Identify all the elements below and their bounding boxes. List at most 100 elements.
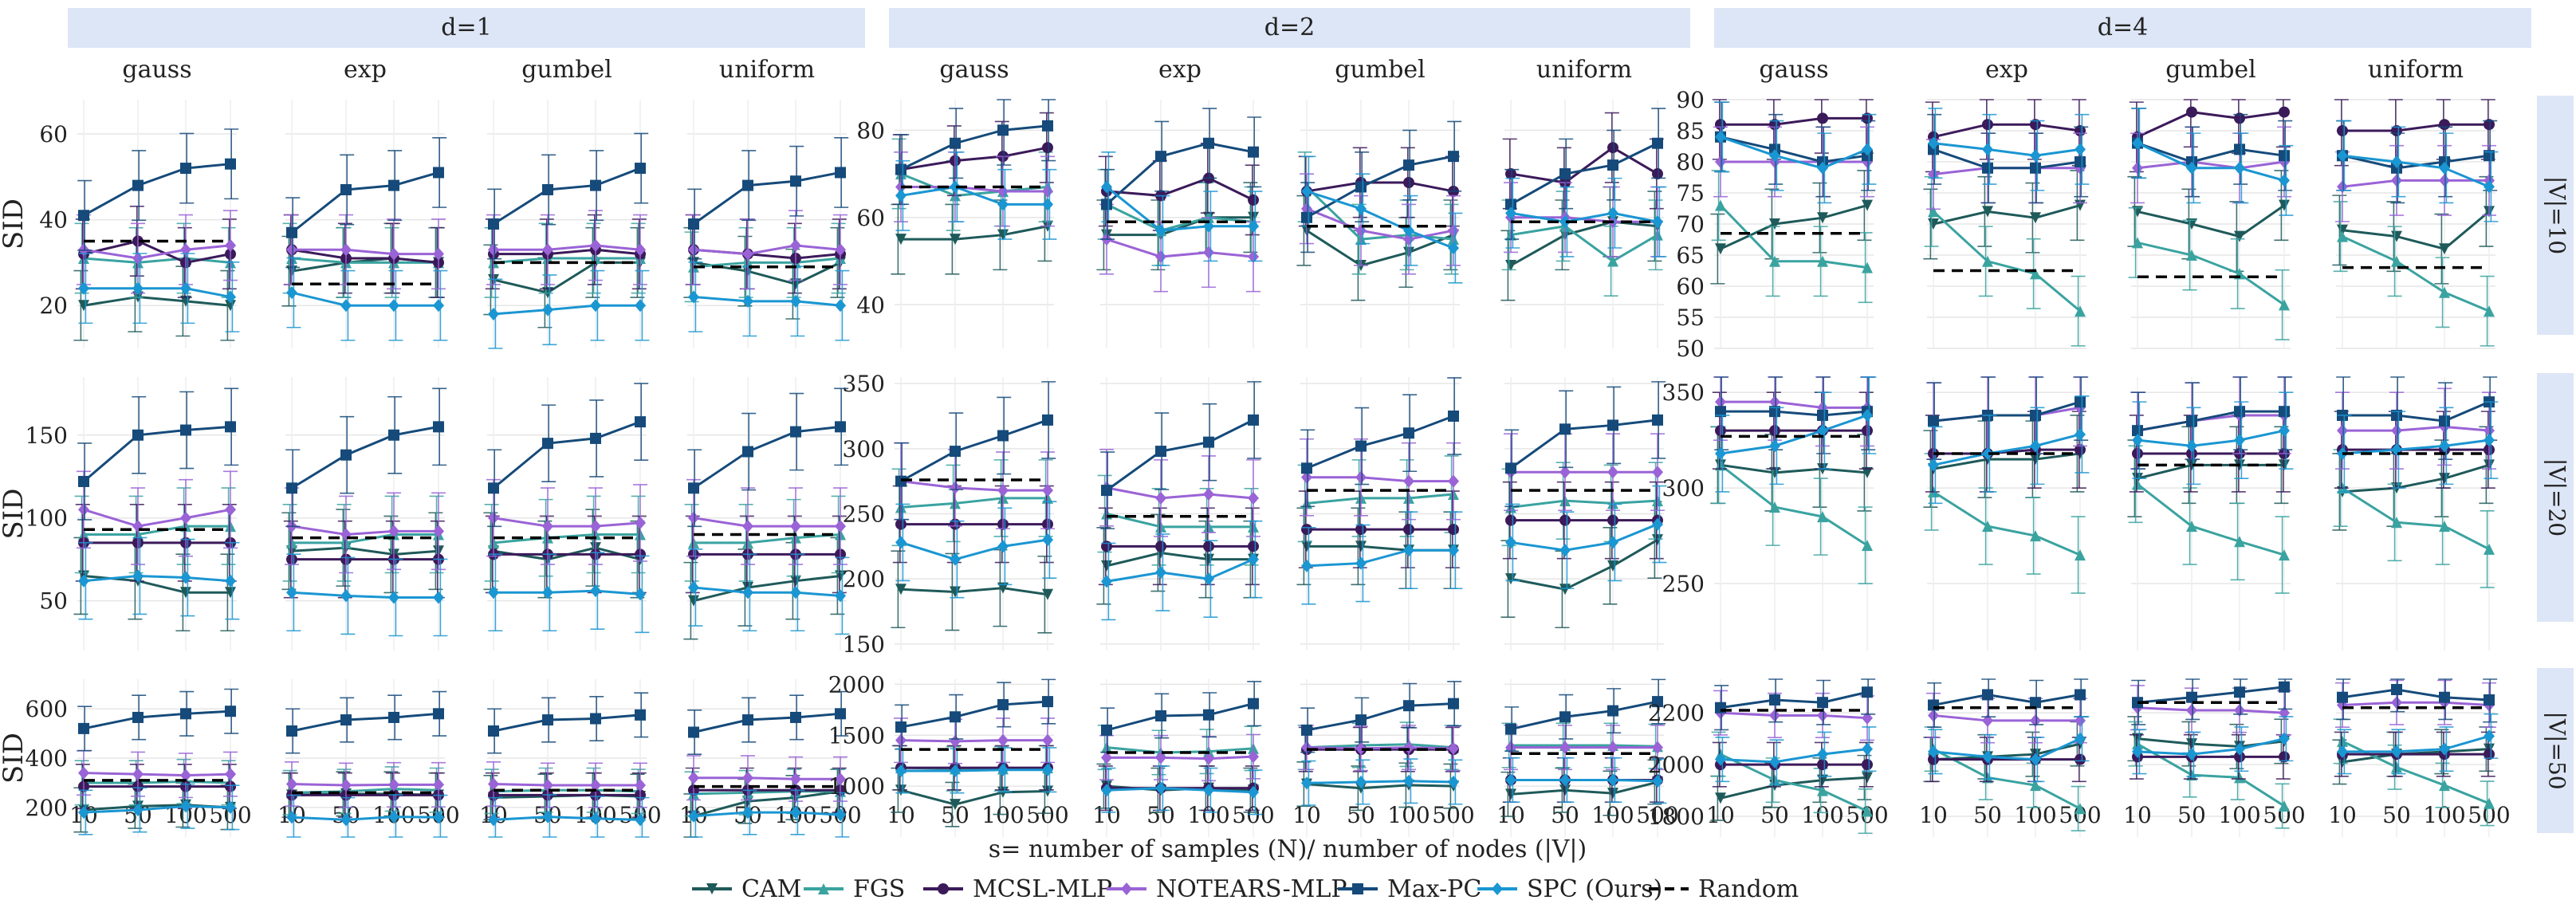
y-tick-label: 80 [1676, 149, 1705, 175]
data-point [1982, 162, 1993, 174]
data-point [1982, 772, 1993, 784]
data-point [2484, 180, 2495, 194]
series-NOTEARS [686, 755, 848, 802]
data-point [688, 726, 699, 738]
panel-gumbel-d2-row1 [1296, 377, 1463, 651]
data-point [950, 481, 961, 494]
data-point [997, 484, 1009, 497]
data-point [688, 581, 699, 595]
data-point [1101, 180, 1112, 194]
data-point [1817, 784, 1828, 796]
series-SPC [488, 794, 650, 838]
series-SPC [1101, 765, 1263, 816]
series-MCSL [2334, 411, 2495, 489]
data-point [1769, 255, 1780, 267]
data-point [2234, 161, 2245, 175]
distribution-header: exp [1985, 56, 2028, 84]
data-point [2279, 174, 2290, 187]
data-point [1203, 553, 1214, 565]
data-point [2337, 224, 2348, 236]
series-line [83, 425, 231, 483]
series-line [2342, 463, 2490, 493]
series-line [1510, 780, 1658, 796]
series-FGS [1297, 721, 1459, 771]
data-point [895, 234, 907, 246]
data-point [1248, 219, 1259, 233]
series-CAM [2127, 426, 2290, 517]
data-point [1862, 805, 1873, 817]
x-tick-label: 50 [2382, 802, 2411, 828]
series-SPC [488, 552, 650, 634]
series-line [494, 244, 641, 251]
series-MCSL [892, 745, 1054, 791]
series-MCSL [485, 214, 647, 290]
series-FGS [484, 495, 646, 582]
data-point [1505, 260, 1516, 271]
data-point [78, 281, 89, 295]
data-point [2391, 517, 2402, 529]
panel-gumbel-d1-row1 [483, 377, 650, 651]
data-point [2391, 745, 2402, 758]
series-SPC [1101, 520, 1263, 621]
data-point [1862, 466, 1873, 478]
data-point [2484, 119, 2495, 131]
series-line [83, 239, 231, 264]
data-point [1492, 882, 1503, 895]
y-tick-label: 65 [1676, 242, 1705, 269]
data-point [488, 482, 499, 494]
series-NOTEARS [2335, 679, 2496, 728]
data-point [2186, 769, 2197, 781]
y-tick-label: 40 [39, 207, 68, 234]
series-MaxPC [2131, 678, 2293, 725]
series-line [1306, 702, 1454, 732]
series-CAM [73, 537, 236, 632]
x-tick-label: 10 [1706, 802, 1735, 828]
series-line [291, 171, 439, 234]
series-line [1510, 142, 1658, 206]
y-tick-label: 40 [856, 292, 885, 318]
x-axis-label: s= number of samples (N)/ number of node… [989, 835, 1587, 863]
series-MaxPC [1300, 681, 1462, 753]
series-line [1720, 748, 1868, 764]
data-point [2279, 406, 2290, 418]
series-line [900, 146, 1048, 171]
y-tick-label: 55 [1676, 305, 1705, 331]
series-line [1306, 155, 1454, 219]
series-line [493, 533, 640, 544]
series-line [2137, 483, 2285, 556]
data-point [1505, 536, 1516, 549]
y-tick-label: 2200 [1648, 700, 1705, 726]
data-point [340, 589, 352, 603]
series-line [1510, 211, 1658, 223]
data-point [835, 299, 846, 312]
data-point [1355, 776, 1367, 789]
series-FGS [891, 138, 1053, 231]
data-point [1715, 753, 1726, 766]
series-line [2342, 123, 2489, 132]
distribution-header: gumbel [2165, 56, 2256, 84]
data-point [1155, 446, 1166, 458]
data-point [1652, 741, 1663, 754]
data-point [2030, 162, 2041, 174]
data-point [1042, 184, 1053, 198]
data-point [180, 768, 191, 782]
data-point [1448, 224, 1459, 238]
series-CAM [1710, 170, 1873, 285]
series-line [694, 776, 840, 780]
data-point [1817, 409, 1828, 421]
series-MaxPC [285, 387, 447, 528]
data-point [1652, 168, 1663, 180]
data-point [1203, 488, 1214, 501]
series-line [83, 163, 231, 217]
series-line [1306, 190, 1454, 250]
data-point [590, 812, 601, 825]
data-point [1505, 199, 1516, 210]
data-point [1862, 261, 1873, 273]
data-point [1042, 696, 1053, 708]
data-point [1101, 560, 1112, 572]
data-point [2075, 427, 2086, 441]
data-point [790, 238, 801, 252]
series-line [693, 244, 841, 256]
series-line [1720, 463, 1868, 474]
series-line [2137, 241, 2285, 306]
